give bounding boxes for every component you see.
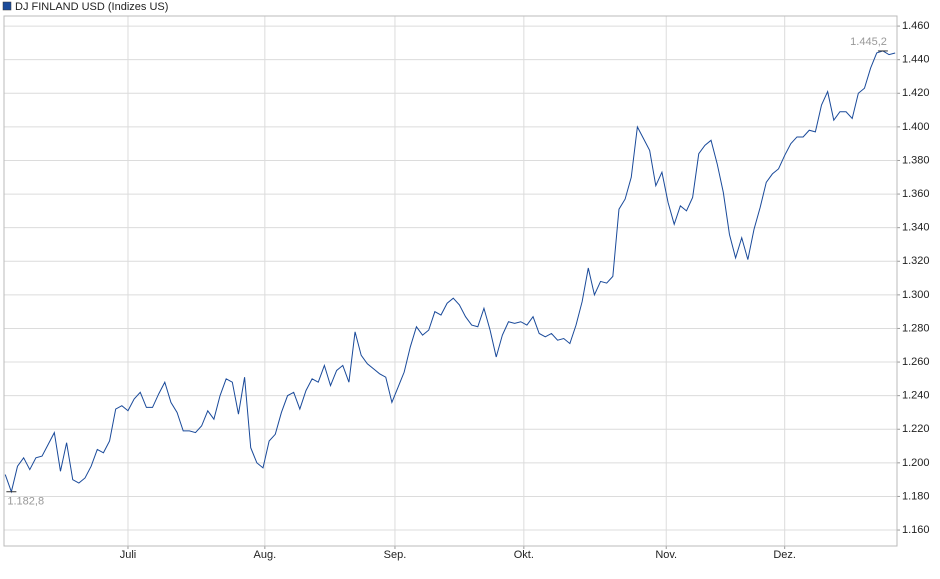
plot-border bbox=[3, 15, 898, 547]
y-tick-label: 1.360 bbox=[902, 188, 930, 200]
legend-label: DJ FINLAND USD (Indizes US) bbox=[15, 1, 168, 13]
x-tick-label: Okt. bbox=[514, 549, 534, 561]
x-tick-label: Sep. bbox=[384, 549, 407, 561]
x-tick-label: Juli bbox=[120, 549, 137, 561]
y-tick-label: 1.320 bbox=[902, 255, 930, 267]
y-tick-label: 1.220 bbox=[902, 423, 930, 435]
y-tick-label: 1.280 bbox=[902, 322, 930, 334]
y-tick-label: 1.240 bbox=[902, 390, 930, 402]
y-tick-label: 1.400 bbox=[902, 121, 930, 133]
y-tick-label: 1.440 bbox=[902, 54, 930, 66]
series-line bbox=[4, 50, 896, 494]
x-tick-label: Aug. bbox=[254, 549, 277, 561]
y-tick-label: 1.420 bbox=[902, 87, 930, 99]
y-tick-label: 1.380 bbox=[902, 154, 930, 166]
y-tick-label: 1.260 bbox=[902, 356, 930, 368]
y-tick-label: 1.180 bbox=[902, 490, 930, 502]
y-tick-label: 1.340 bbox=[902, 222, 930, 234]
y-tick-label: 1.460 bbox=[902, 20, 930, 32]
y-tick-label: 1.300 bbox=[902, 289, 930, 301]
legend-swatch bbox=[2, 1, 12, 11]
x-tick-label: Nov. bbox=[655, 549, 677, 561]
y-tick-label: 1.200 bbox=[902, 457, 930, 469]
extreme-label: 1.182,8 bbox=[7, 496, 44, 508]
y-tick-label: 1.160 bbox=[902, 524, 930, 536]
x-tick-label: Dez. bbox=[773, 549, 796, 561]
extreme-label: 1.445,2 bbox=[850, 36, 887, 48]
